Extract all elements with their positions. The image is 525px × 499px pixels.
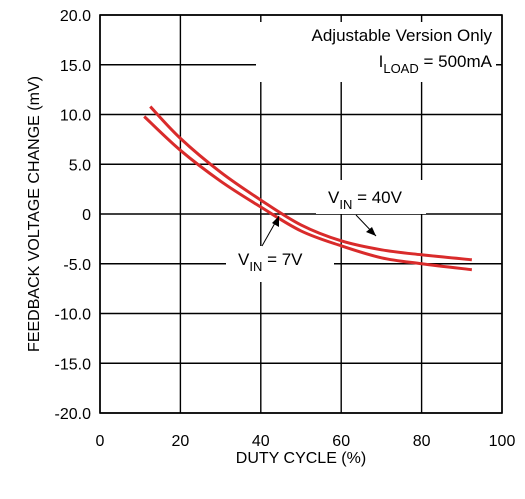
annotation-line2-rest: = 500mA xyxy=(419,52,493,71)
series-layer xyxy=(143,105,473,272)
x-tick-label: 100 xyxy=(489,433,516,450)
y-tick-label: -5.0 xyxy=(63,257,91,274)
y-tick-label: 0 xyxy=(82,207,91,224)
x-tick-label: 60 xyxy=(332,433,350,450)
annotation-box xyxy=(256,22,496,82)
x-tick-label: 0 xyxy=(96,433,105,450)
series-label-vin40: VIN = 40V xyxy=(328,188,403,212)
annotation-line2-main: I xyxy=(379,52,384,71)
series-label-vin7: VIN = 7V xyxy=(238,250,303,274)
x-tick-label: 80 xyxy=(413,433,431,450)
x-tick-label: 20 xyxy=(172,433,190,450)
y-tick-label: -20.0 xyxy=(55,406,92,423)
y-tick-label: 10.0 xyxy=(60,108,91,125)
series-line-vin40 xyxy=(149,105,472,262)
vin7-rest: = 7V xyxy=(262,250,303,269)
plot-frame xyxy=(99,14,503,414)
vin7-sub: IN xyxy=(249,259,262,274)
y-tick-label: 20.0 xyxy=(60,8,91,25)
y-tick-label: 15.0 xyxy=(60,58,91,75)
vin7-pointer xyxy=(261,215,280,247)
series-line-vin7 xyxy=(143,115,473,272)
y-tick-label: -15.0 xyxy=(55,356,92,373)
annotation-line1: Adjustable Version Only xyxy=(312,26,493,45)
vin40-pointer xyxy=(355,214,377,237)
y-tick-label: -10.0 xyxy=(55,307,92,324)
vin40-main: V xyxy=(328,188,340,207)
vin7-arrowhead xyxy=(272,216,279,227)
annotation-line2-sub: LOAD xyxy=(383,61,418,76)
vin7-label-box xyxy=(226,246,334,282)
vin40-rest: = 40V xyxy=(352,188,402,207)
y-tick-label: 5.0 xyxy=(69,157,91,174)
x-tick-label: 40 xyxy=(252,433,270,450)
annotation-line2: ILOAD = 500mA xyxy=(379,52,493,76)
vin40-label-box xyxy=(316,180,426,214)
tick-layer: 0 20 40 60 80 100 20.0 15.0 10.0 5.0 0 -5.0 -10.0 -15… xyxy=(55,8,516,450)
vin40-arrowhead xyxy=(366,227,376,236)
vin40-sub: IN xyxy=(339,197,352,212)
y-axis-title: FEEDBACK VOLTAGE CHANGE (mV) xyxy=(26,76,43,352)
x-axis-title: DUTY CYCLE (%) xyxy=(236,450,366,467)
vin7-main: V xyxy=(238,250,250,269)
